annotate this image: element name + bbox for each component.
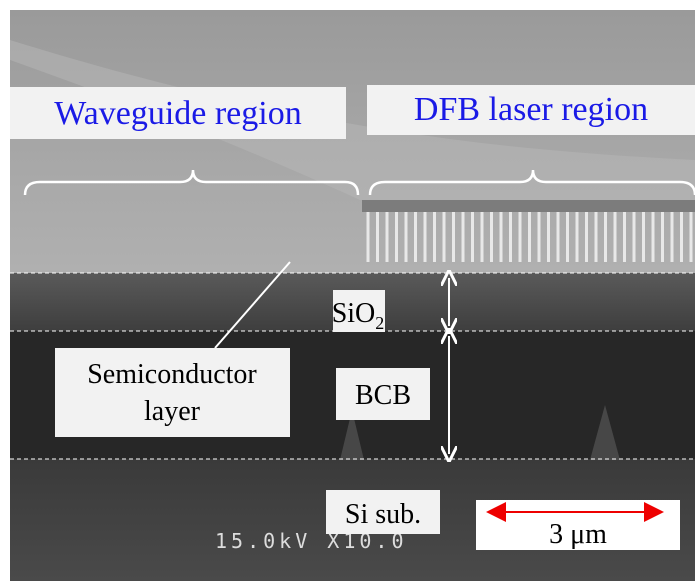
scale-label: 3 μm — [549, 519, 607, 550]
si-sub-label: Si sub. — [345, 499, 421, 530]
bcb-label: BCB — [355, 380, 411, 411]
sio2-subscript: 2 — [375, 313, 384, 333]
waveguide-label: Waveguide region — [54, 95, 301, 132]
label-line: Semiconductor — [87, 359, 257, 390]
dfb-label: DFB laser region — [414, 91, 648, 128]
label-line: layer — [144, 396, 201, 427]
sem-figure: Waveguide region DFB laser region SiO2 S… — [0, 0, 695, 581]
sio2-text: SiO — [332, 298, 376, 329]
